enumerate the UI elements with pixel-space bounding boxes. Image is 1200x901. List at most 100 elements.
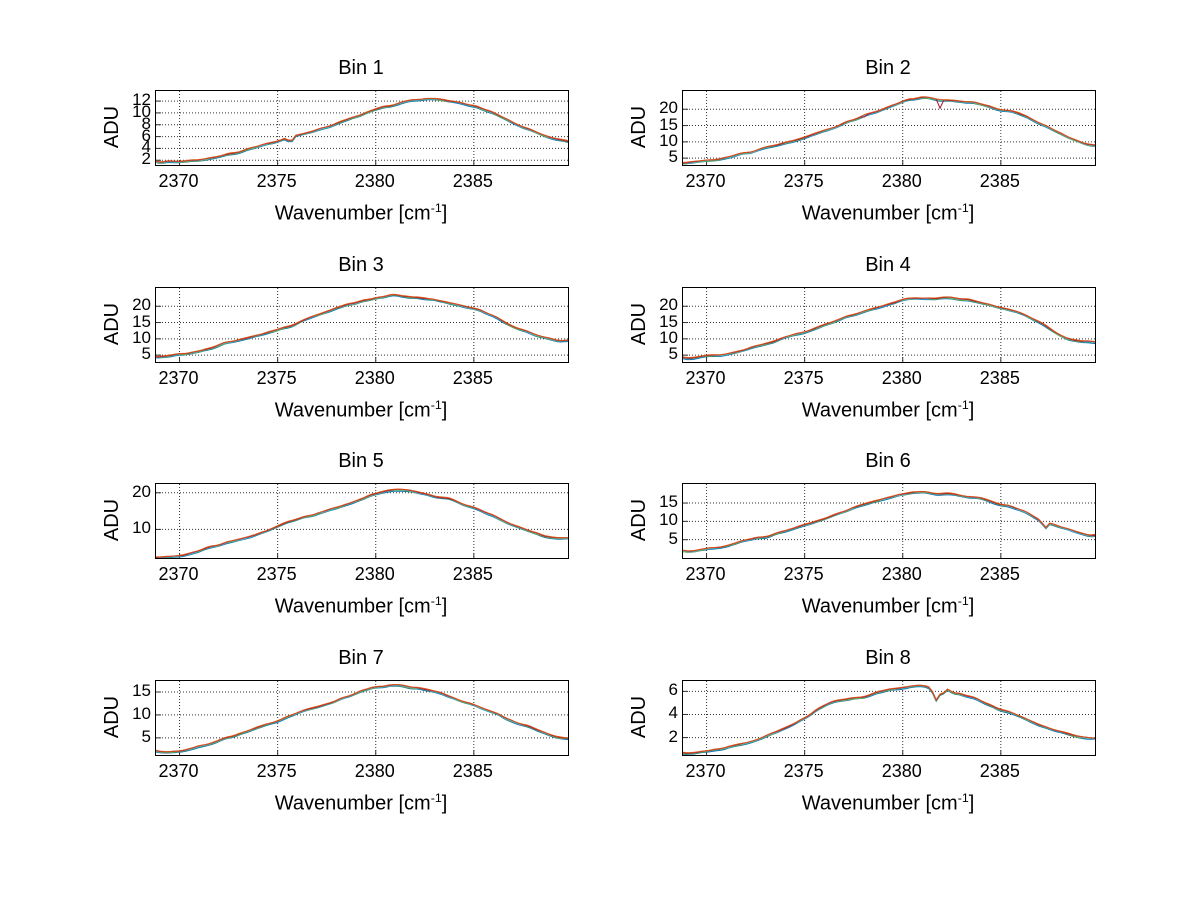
x-tick-label: 2375: [256, 171, 297, 191]
plot-area: [682, 90, 1096, 166]
trace-green: [156, 294, 568, 359]
x-tick-label: 2385: [979, 564, 1020, 584]
x-axis-label-exponent: -1: [430, 201, 442, 215]
plot-area: [682, 680, 1096, 756]
x-tick-label: 2370: [158, 368, 199, 388]
x-axis-label-exponent: -1: [430, 398, 442, 412]
x-axis-label-bracket: ]: [441, 792, 448, 815]
y-tick-label: 10: [659, 510, 678, 530]
x-tick-label: 2370: [685, 368, 726, 388]
x-axis-label-text: Wavenumber [cm: [801, 792, 958, 815]
plot-area: [155, 483, 569, 559]
trace-darkred: [156, 294, 568, 358]
x-axis-label-bracket: ]: [968, 792, 975, 815]
y-tick-label: 15: [132, 681, 151, 700]
x-axis-label-bracket: ]: [968, 399, 975, 422]
trace-blue: [683, 97, 1095, 165]
x-tick-label: 2385: [979, 368, 1020, 388]
y-tick-label: 15: [659, 114, 678, 134]
plot-area: [682, 287, 1096, 363]
x-tick-label: 2385: [979, 171, 1020, 191]
trace-orange: [156, 684, 568, 753]
trace-orange: [156, 97, 568, 163]
x-tick-label: 2375: [256, 564, 297, 584]
x-tick-label: 2370: [158, 761, 199, 781]
x-tick-label: 2380: [354, 368, 395, 388]
x-axis-label: Wavenumber [cm-1]: [155, 201, 567, 226]
subplot-title: Bin 2: [865, 57, 911, 79]
trace-green: [156, 489, 568, 558]
spectrum-plot-svg: [156, 288, 568, 362]
y-tick-label: 5: [141, 344, 151, 364]
y-tick-label: 4: [668, 703, 678, 723]
spectrum-plot-svg: [156, 681, 568, 755]
y-tick-label: 5: [668, 147, 678, 167]
spectrum-plot-svg: [156, 484, 568, 558]
trace-darkred: [156, 97, 568, 163]
y-tick-label: 10: [132, 327, 151, 347]
trace-blue: [156, 490, 568, 558]
x-tick-label: 2385: [452, 761, 493, 781]
y-tick-label: 6: [141, 125, 151, 145]
x-tick-label: 2375: [783, 171, 824, 191]
x-axis-label-text: Wavenumber [cm: [801, 595, 958, 618]
x-tick-label: 2385: [452, 171, 493, 191]
x-axis-label-exponent: -1: [430, 594, 442, 608]
trace-orange: [683, 296, 1095, 359]
x-tick-label: 2385: [452, 368, 493, 388]
x-tick-label: 2370: [158, 564, 199, 584]
spectrum-plot-svg: [683, 681, 1095, 755]
trace-blue: [156, 295, 568, 359]
y-tick-label: 8: [141, 113, 151, 133]
subplot-title: Bin 8: [865, 647, 911, 669]
x-axis-label-text: Wavenumber [cm: [274, 399, 431, 422]
x-axis-label: Wavenumber [cm-1]: [155, 791, 567, 816]
spectrum-plot-svg: [683, 91, 1095, 165]
y-tick-label: 2: [141, 149, 151, 169]
x-axis-label-bracket: ]: [968, 202, 975, 225]
x-axis-label: Wavenumber [cm-1]: [682, 398, 1094, 423]
x-tick-label: 2370: [685, 564, 726, 584]
x-axis-label-text: Wavenumber [cm: [274, 595, 431, 618]
x-tick-label: 2380: [354, 171, 395, 191]
trace-orange: [156, 293, 568, 357]
x-axis-label-bracket: ]: [968, 595, 975, 618]
subplot-title: Bin 4: [865, 254, 911, 276]
x-axis-label-text: Wavenumber [cm: [274, 792, 431, 815]
x-axis-label-text: Wavenumber [cm: [274, 202, 431, 225]
x-axis-label: Wavenumber [cm-1]: [682, 791, 1094, 816]
x-axis-label: Wavenumber [cm-1]: [155, 594, 567, 619]
plot-area: [155, 680, 569, 756]
x-axis-label-bracket: ]: [441, 202, 448, 225]
spectrum-plot-svg: [683, 288, 1095, 362]
x-tick-label: 2380: [881, 368, 922, 388]
x-axis-label-exponent: -1: [957, 594, 969, 608]
x-tick-label: 2380: [354, 564, 395, 584]
trace-green: [156, 98, 568, 164]
x-axis-label-text: Wavenumber [cm: [801, 399, 958, 422]
y-tick-label: 20: [132, 295, 151, 315]
trace-orange: [683, 684, 1095, 754]
x-axis-label-bracket: ]: [441, 399, 448, 422]
x-tick-label: 2375: [783, 564, 824, 584]
trace-orange: [683, 491, 1095, 552]
trace-darkred: [683, 490, 1095, 552]
y-tick-label: 5: [141, 726, 151, 746]
trace-cyan: [156, 98, 568, 163]
x-axis-label-exponent: -1: [957, 201, 969, 215]
y-tick-label: 15: [659, 311, 678, 331]
trace-cyan: [683, 491, 1095, 553]
x-tick-label: 2385: [452, 564, 493, 584]
trace-green: [683, 491, 1095, 553]
y-tick-label: 10: [659, 130, 678, 150]
x-axis-label-exponent: -1: [957, 398, 969, 412]
y-tick-label: 10: [132, 703, 151, 723]
x-tick-label: 2370: [685, 761, 726, 781]
x-tick-label: 2380: [881, 564, 922, 584]
y-tick-label: 5: [668, 528, 678, 548]
x-axis-label-exponent: -1: [430, 791, 442, 805]
trace-blue: [156, 99, 568, 164]
x-axis-label-bracket: ]: [441, 595, 448, 618]
y-tick-label: 10: [659, 327, 678, 347]
plot-area: [155, 287, 569, 363]
